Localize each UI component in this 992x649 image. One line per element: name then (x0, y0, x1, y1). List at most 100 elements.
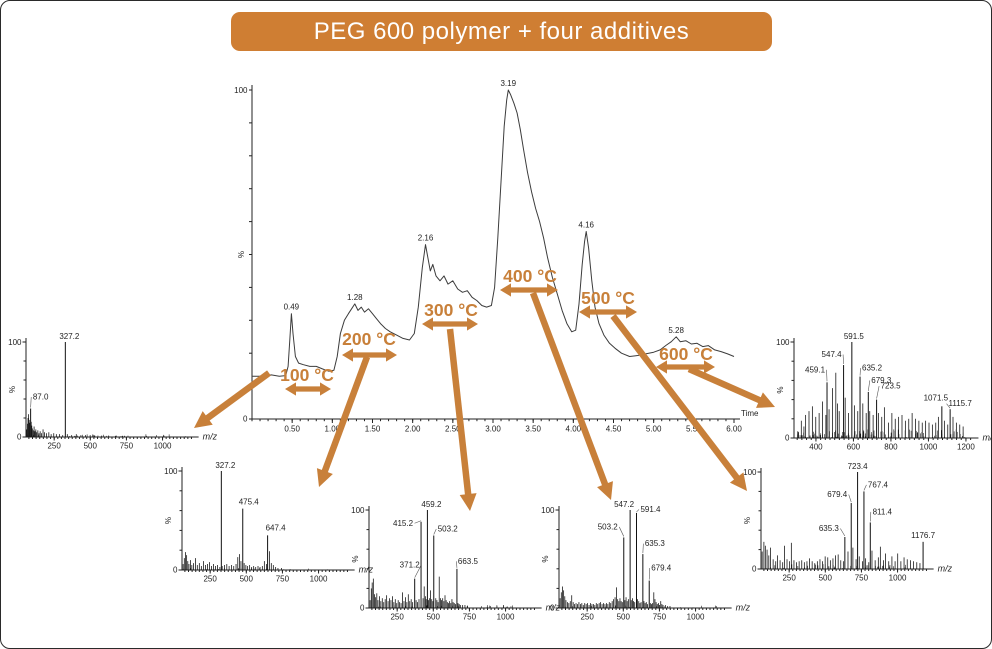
y-axis-title: % (351, 555, 360, 562)
x-tick-label: 1000 (154, 442, 172, 451)
peak-label-leader (859, 368, 861, 376)
temp-range-arrowhead-left (422, 317, 433, 331)
y-max-label: 100 (164, 467, 178, 476)
noise-bars (794, 429, 966, 438)
connector-shaft (446, 328, 472, 497)
x-tick-label: 1000 (310, 575, 328, 584)
minor-peak-bars (559, 586, 671, 608)
y-min-label: 0 (752, 565, 757, 574)
spectrum-axes (757, 468, 934, 573)
temp-annotation-300c: 300 °C (422, 300, 478, 331)
peak-label: 679.4 (651, 564, 672, 573)
minor-peak-bars (182, 551, 282, 570)
temp-annotation-500c: 500 °C (579, 288, 637, 319)
peak-label: 723.4 (848, 462, 869, 471)
peak-label-leader (30, 396, 32, 408)
temp-label-400c: 400 °C (503, 266, 557, 286)
x-tick-label: 1000 (687, 613, 705, 622)
connector-arrow-200c (316, 355, 371, 487)
connector-arrow-100c (194, 370, 271, 428)
peak-label: 327.2 (59, 332, 80, 341)
minor-peak-bars (26, 414, 123, 437)
peak-label-leader (636, 509, 640, 513)
temp-range-arrowhead-left (579, 305, 590, 319)
retention-time-label: 4.16 (578, 220, 594, 229)
connector-shaft (687, 366, 763, 404)
peak-label: 647.4 (266, 523, 287, 532)
connector-arrowhead (756, 392, 775, 408)
x-tick-label: 500 (240, 575, 254, 584)
peak-label-leader (456, 561, 458, 568)
peak-label-leader (870, 511, 872, 522)
spectrum-axes (22, 338, 199, 441)
temperature-annotations: 100 °C 200 °C 300 °C 400 °C 500 °C 600 °C (280, 266, 715, 396)
connector-shaft (321, 355, 371, 475)
y-axis-title: % (164, 517, 173, 524)
peak-label-leader (848, 494, 852, 503)
x-tick-label: 2.00 (405, 425, 421, 434)
retention-time-label: 0.49 (284, 303, 300, 312)
peak-label: 371.2 (400, 561, 421, 570)
peak-label: 679.3 (871, 376, 892, 385)
temp-range-arrowhead-left (342, 348, 353, 362)
y-max-label: 100 (351, 506, 365, 515)
x-tick-label: 500 (84, 442, 98, 451)
x-axis-title: Time (741, 409, 759, 418)
peak-label: 547.2 (614, 500, 635, 509)
peak-label: 723.5 (881, 382, 902, 391)
connector-arrow-300c (446, 328, 477, 511)
y-max-label: 100 (776, 338, 790, 347)
x-axis-title: m/z (938, 564, 953, 574)
retention-time-label: 3.19 (500, 79, 516, 88)
x-tick-label: 750 (463, 613, 477, 622)
x-tick-label: 1000 (889, 574, 907, 583)
spectrum-axes (365, 506, 542, 612)
peak-label: 547.4 (822, 350, 843, 359)
peak-label: 635.3 (819, 524, 840, 533)
y-max-label: 100 (8, 338, 22, 347)
x-tick-label: 750 (276, 575, 290, 584)
x-tick-label: 6.00 (726, 425, 742, 434)
connector-arrowhead (597, 481, 613, 500)
peak-label: 591.4 (640, 505, 661, 514)
retention-time-label: 1.28 (347, 293, 363, 302)
x-tick-label: 250 (390, 613, 404, 622)
tic-chromatogram: 0.50 1.00 1.50 2.00 2.50 3.00 3.50 4.00 4.50 5.00… (234, 79, 759, 434)
peak-label: 811.4 (873, 507, 893, 516)
connector-arrowhead (729, 472, 747, 491)
peak-label: 503.2 (438, 524, 459, 533)
y-max-label: 100 (234, 86, 248, 95)
x-tick-label: 500 (617, 613, 631, 622)
x-tick-label: 400 (809, 443, 823, 452)
x-axis-title: m/z (546, 603, 561, 613)
peak-label: 663.5 (458, 557, 479, 566)
y-min-label: 0 (550, 604, 555, 613)
minor-peak-bars (800, 372, 964, 438)
connector-shaft (610, 314, 741, 482)
x-tick-label: 250 (47, 442, 61, 451)
connector-arrowhead (194, 411, 213, 428)
x-tick-label: 1000 (497, 613, 515, 622)
peak-label-leader (876, 386, 880, 399)
x-tick-label: 4.50 (606, 425, 622, 434)
connector-arrow-500c (610, 314, 747, 491)
x-axis-title: m/z (736, 603, 751, 613)
peak-label: 459.2 (421, 500, 442, 509)
peak-label-leader (840, 528, 846, 537)
spectrum-600c: 400600800100012001000%m/z459.1547.4591.5… (776, 332, 992, 452)
x-tick-label: 250 (203, 575, 217, 584)
y-max-label: 100 (541, 506, 555, 515)
minor-peak-bars (761, 541, 921, 569)
x-tick-label: 500 (427, 613, 441, 622)
peak-label: 591.5 (844, 332, 865, 341)
y-max-label: 100 (743, 468, 757, 477)
connector-arrow-600c (687, 366, 775, 408)
spectrum-500c: 250 500 750 10001000%m/z635.3679.4723.4767.… (743, 462, 953, 583)
temp-label-200c: 200 °C (342, 329, 396, 349)
spectrum-axes (178, 467, 355, 574)
x-axis-title: m/z (982, 433, 992, 443)
